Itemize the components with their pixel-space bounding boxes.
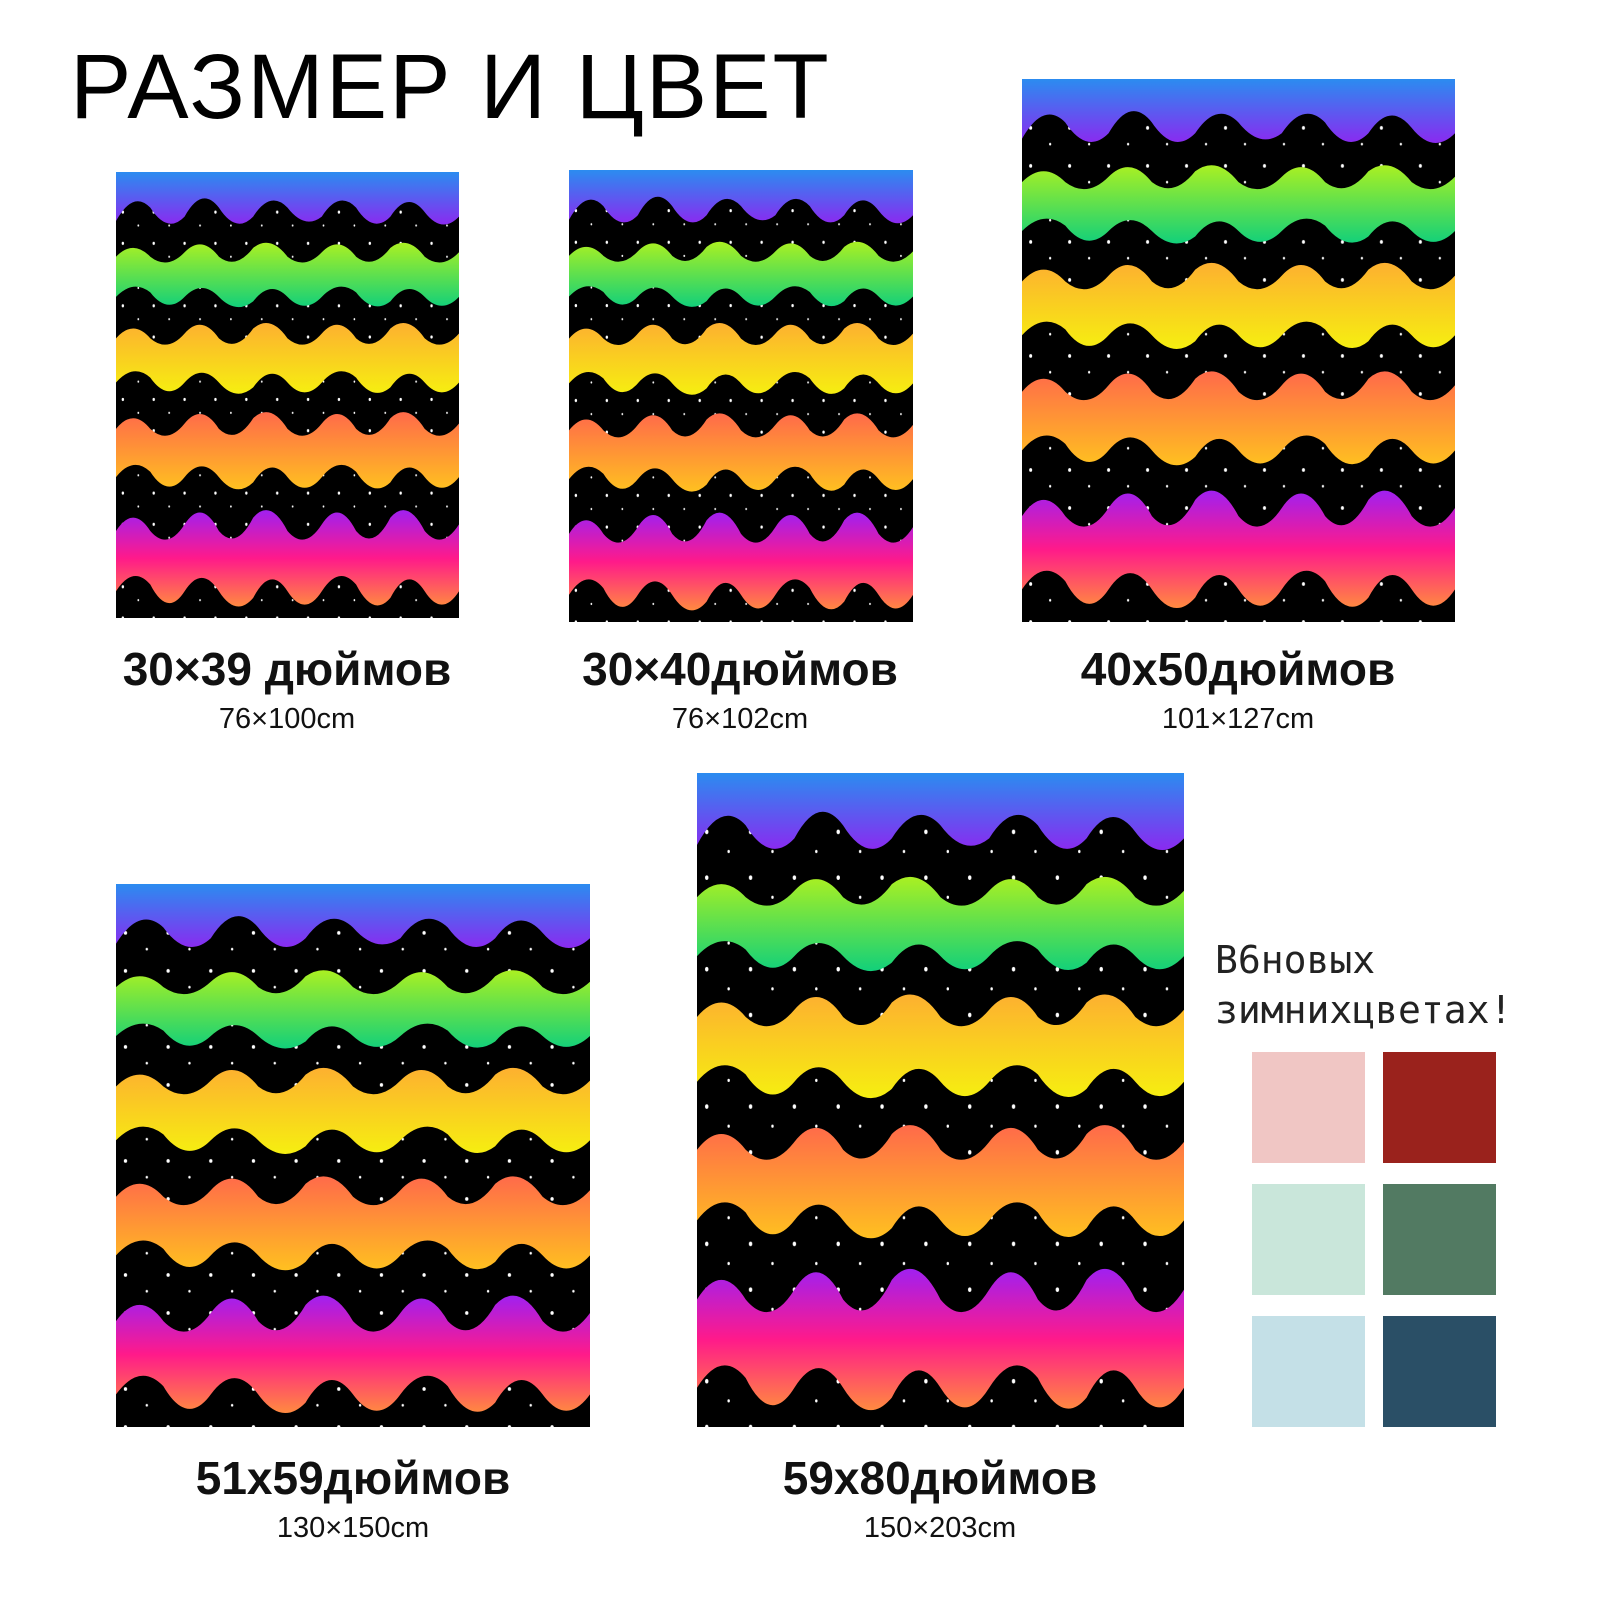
color-swatch[interactable] bbox=[1252, 1316, 1365, 1427]
blanket-image bbox=[116, 884, 590, 1427]
color-swatch[interactable] bbox=[1383, 1184, 1496, 1295]
colors-note: зимнихцветах! bbox=[1215, 988, 1513, 1032]
size-inches: 30×40дюймов bbox=[582, 643, 898, 695]
size-cm: 130×150cm bbox=[276, 1512, 430, 1544]
size-inches: 51x59дюймов bbox=[195, 1452, 511, 1504]
color-swatch[interactable] bbox=[1252, 1184, 1365, 1295]
size-cm: 76×102cm bbox=[671, 703, 809, 735]
colors-note: B6новых bbox=[1215, 938, 1376, 982]
blanket-image bbox=[116, 172, 459, 618]
size-inches: 40x50дюймов bbox=[1080, 643, 1396, 695]
blanket-image bbox=[569, 170, 913, 622]
color-swatch[interactable] bbox=[1383, 1052, 1496, 1163]
size-cm: 150×203cm bbox=[863, 1512, 1017, 1544]
blanket-image bbox=[697, 773, 1184, 1427]
title: РАЗМЕР И ЦВЕТ bbox=[70, 36, 831, 138]
color-swatch[interactable] bbox=[1252, 1052, 1365, 1163]
size-cm: 76×100cm bbox=[218, 703, 356, 735]
size-cm: 101×127cm bbox=[1161, 703, 1315, 735]
size-inches: 30×39 дюймов bbox=[122, 643, 452, 695]
blanket-image bbox=[1022, 79, 1455, 622]
size-inches: 59x80дюймов bbox=[782, 1452, 1098, 1504]
color-swatch[interactable] bbox=[1383, 1316, 1496, 1427]
